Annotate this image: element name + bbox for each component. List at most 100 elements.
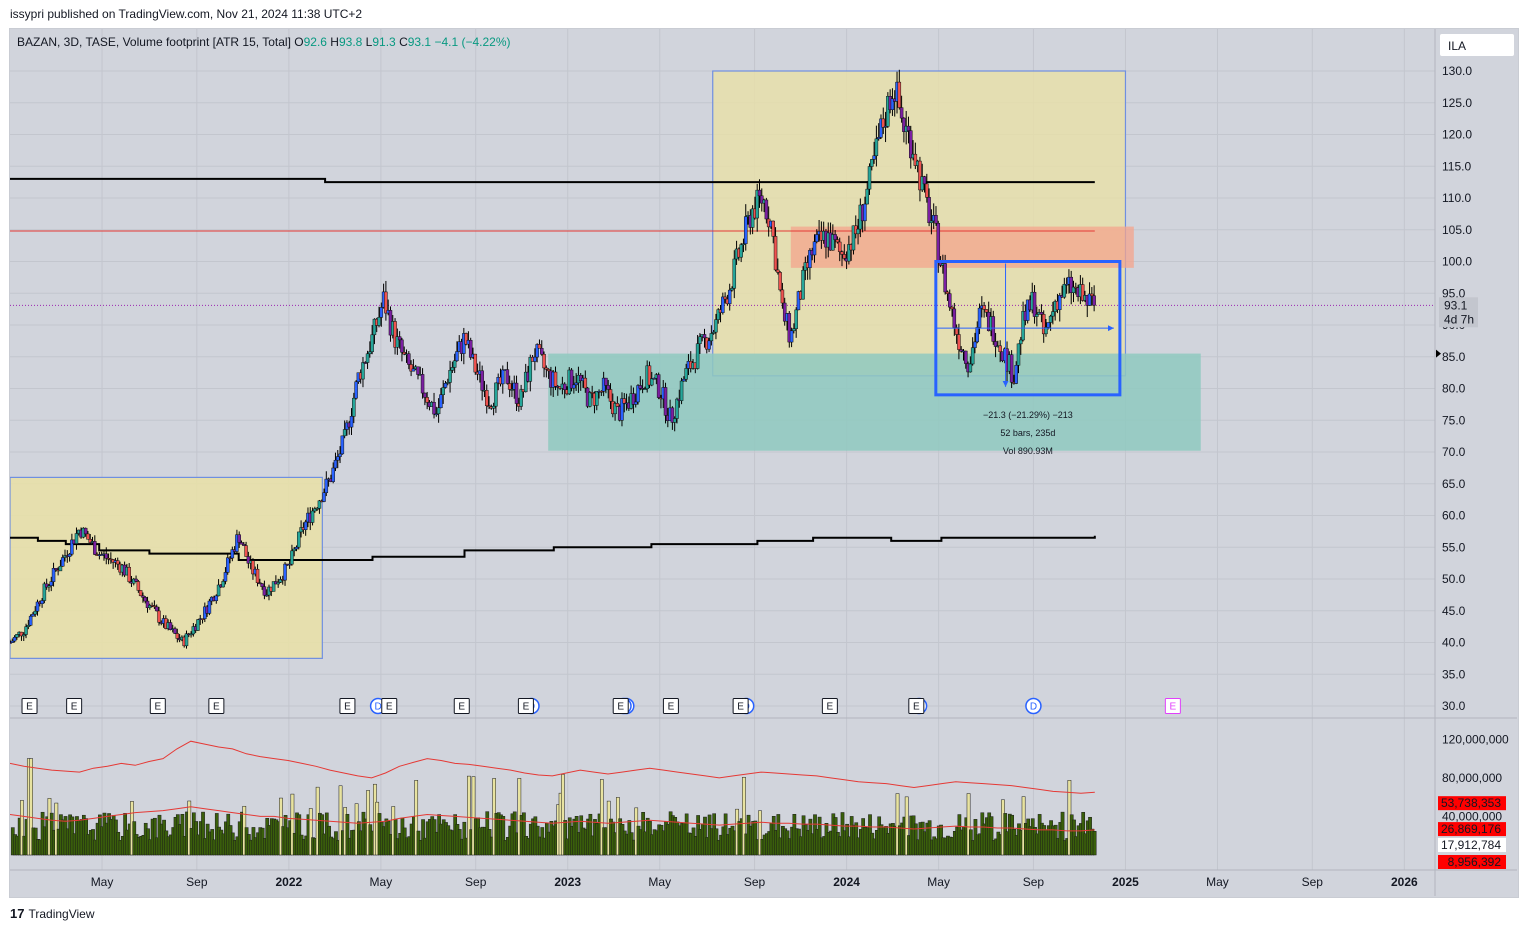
footer-brand[interactable]: 17 TradingView	[10, 906, 95, 921]
candle[interactable]	[523, 363, 528, 393]
candle[interactable]	[595, 391, 599, 411]
candle[interactable]	[982, 302, 986, 318]
candle[interactable]	[352, 392, 356, 424]
candle[interactable]	[519, 384, 523, 411]
price-axis[interactable]: 130.0 125.0 120.0 115.0 110.0 105.0 100.0 95.09…	[1436, 64, 1478, 713]
candle[interactable]	[663, 382, 668, 424]
earnings-marker[interactable]: E	[149, 698, 166, 714]
candle[interactable]	[365, 350, 370, 369]
candle[interactable]	[207, 598, 212, 616]
candle[interactable]	[363, 361, 368, 364]
candle[interactable]	[67, 553, 72, 562]
candle[interactable]	[970, 337, 975, 366]
candle[interactable]	[872, 141, 876, 164]
candle[interactable]	[297, 531, 301, 550]
events-row[interactable]: DDDDDDDEEEEEEEEEEEEEE	[21, 697, 1181, 715]
candle[interactable]	[15, 633, 19, 640]
candle[interactable]	[10, 638, 15, 644]
candle[interactable]	[303, 519, 308, 536]
candle[interactable]	[542, 351, 546, 378]
candle[interactable]	[157, 606, 161, 626]
candle[interactable]	[782, 297, 787, 326]
candle[interactable]	[333, 452, 338, 472]
candle[interactable]	[168, 619, 173, 631]
candle[interactable]	[239, 540, 244, 545]
candle[interactable]	[863, 196, 867, 231]
candle[interactable]	[631, 387, 636, 414]
candle[interactable]	[569, 368, 574, 392]
candle[interactable]	[473, 353, 478, 375]
candle[interactable]	[47, 584, 51, 592]
candle[interactable]	[650, 371, 654, 387]
candle[interactable]	[138, 590, 143, 597]
candle[interactable]	[906, 116, 911, 144]
earnings-marker[interactable]: E	[453, 698, 470, 714]
earnings-marker[interactable]: E	[908, 698, 925, 714]
candle[interactable]	[881, 107, 886, 135]
candle[interactable]	[368, 341, 372, 358]
candle[interactable]	[682, 376, 686, 382]
candle[interactable]	[1071, 280, 1076, 303]
candle[interactable]	[83, 527, 88, 537]
candle[interactable]	[19, 631, 24, 641]
candle[interactable]	[675, 397, 679, 424]
candle[interactable]	[883, 111, 888, 143]
candle[interactable]	[42, 581, 47, 604]
candle[interactable]	[134, 575, 138, 582]
candle[interactable]	[537, 339, 542, 349]
candle[interactable]	[283, 562, 287, 586]
candle[interactable]	[815, 229, 819, 244]
candle[interactable]	[964, 350, 968, 369]
candle[interactable]	[349, 408, 354, 435]
candle[interactable]	[879, 114, 883, 140]
candle[interactable]	[952, 302, 957, 336]
candle[interactable]	[480, 365, 484, 401]
candle[interactable]	[622, 393, 627, 413]
candle[interactable]	[141, 592, 145, 603]
candle[interactable]	[909, 125, 913, 169]
candle[interactable]	[154, 604, 159, 612]
candle[interactable]	[730, 286, 734, 292]
candle[interactable]	[755, 183, 759, 232]
candle[interactable]	[276, 578, 280, 588]
candle[interactable]	[1035, 306, 1039, 327]
earnings-marker[interactable]: E	[662, 698, 679, 714]
candle[interactable]	[377, 306, 381, 328]
candle[interactable]	[514, 375, 519, 412]
candle[interactable]	[1009, 350, 1014, 389]
candle[interactable]	[338, 446, 342, 464]
candle[interactable]	[870, 158, 874, 171]
candle[interactable]	[1051, 301, 1055, 325]
candle[interactable]	[336, 450, 340, 469]
candle[interactable]	[22, 632, 26, 642]
candle[interactable]	[613, 401, 617, 421]
candle[interactable]	[411, 359, 416, 372]
candle[interactable]	[913, 142, 918, 170]
candle[interactable]	[1019, 336, 1023, 355]
candle[interactable]	[702, 328, 707, 348]
candle[interactable]	[26, 619, 31, 630]
candle[interactable]	[837, 237, 842, 262]
candle[interactable]	[372, 318, 377, 345]
candle[interactable]	[290, 544, 294, 566]
candle[interactable]	[847, 235, 851, 265]
last-price-label[interactable]: 93.14d 7h	[1439, 297, 1478, 328]
candle[interactable]	[856, 218, 860, 245]
candle[interactable]	[709, 325, 714, 346]
candle[interactable]	[340, 435, 345, 455]
candle[interactable]	[707, 337, 711, 353]
candle[interactable]	[679, 377, 684, 405]
candle[interactable]	[196, 619, 200, 631]
candle[interactable]	[216, 579, 221, 597]
candle[interactable]	[615, 396, 620, 407]
earnings-marker[interactable]: E	[339, 698, 356, 714]
candle[interactable]	[244, 541, 248, 557]
candle[interactable]	[173, 626, 177, 634]
candle[interactable]	[792, 323, 796, 334]
candle[interactable]	[954, 324, 959, 344]
candle[interactable]	[86, 530, 90, 540]
candle[interactable]	[175, 628, 180, 643]
candle[interactable]	[540, 340, 544, 356]
candle[interactable]	[271, 581, 276, 592]
candle[interactable]	[711, 329, 716, 335]
